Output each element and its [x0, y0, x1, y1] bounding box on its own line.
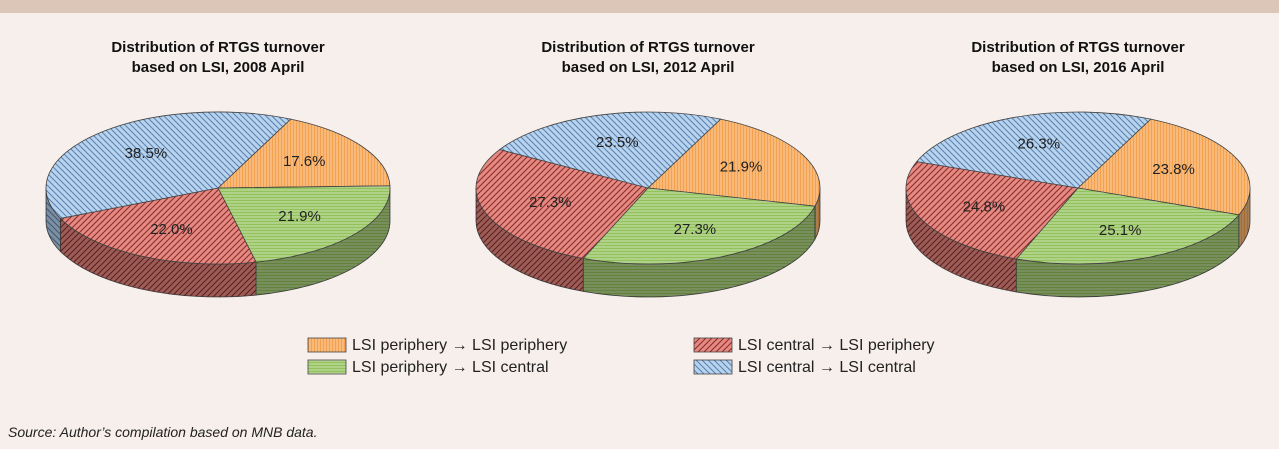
legend-swatch: [693, 337, 733, 353]
legend-label: LSI periphery → LSI periphery: [352, 337, 567, 354]
pie-slice: [915, 111, 1152, 189]
pie-slice: [647, 118, 821, 207]
data-label: 26.3%: [1018, 135, 1061, 152]
pie-side-shade: [1016, 214, 1239, 297]
data-label: 25.1%: [1099, 222, 1142, 239]
chart-title: Distribution of RTGS turnover based on L…: [111, 39, 325, 76]
pie-slice: [1077, 118, 1251, 216]
legend-swatch: [307, 337, 347, 353]
data-label: 22.0%: [150, 221, 193, 238]
pie-slice: [216, 118, 391, 189]
legend-label: LSI central → LSI central: [738, 359, 916, 376]
pie-side-shade: [1238, 188, 1250, 248]
chart-title: Distribution of RTGS turnover based on L…: [541, 39, 755, 76]
data-label: 23.8%: [1152, 161, 1195, 178]
chart-title: Distribution of RTGS turnover based on L…: [971, 39, 1185, 76]
pie-side-shade: [476, 188, 584, 292]
pie-slice: [217, 185, 391, 263]
pie-labels: 17.6% 21.9% 22.0% 38.5%: [125, 145, 326, 238]
pie-slice: [59, 187, 257, 265]
pie-side-shade: [815, 188, 820, 240]
pie-slice: [498, 111, 722, 189]
data-label: 24.8%: [963, 198, 1006, 215]
source-note: Source: Author’s compilation based on MN…: [8, 424, 318, 440]
data-label: 27.3%: [529, 194, 572, 211]
data-label: 17.6%: [283, 153, 326, 170]
pie-side-shade: [60, 218, 257, 298]
legend-swatch: [307, 359, 347, 375]
pie-tops: [475, 111, 821, 265]
pie-tops: [905, 111, 1251, 265]
pie-slice: [905, 161, 1079, 260]
data-label: 27.3%: [674, 221, 717, 238]
pie-slice: [582, 187, 816, 265]
pie-slice: [475, 149, 649, 259]
pie-tops: [45, 111, 391, 265]
data-label: 23.5%: [596, 134, 639, 151]
pie-labels: 21.9% 27.3% 27.3% 23.5%: [529, 134, 762, 238]
data-label: 21.9%: [278, 208, 321, 225]
header-band: [0, 0, 1279, 13]
pie-side-shade: [583, 206, 816, 297]
pie-labels: 23.8% 25.1% 24.8% 26.3%: [963, 135, 1195, 239]
data-label: 21.9%: [720, 159, 763, 176]
pie-side-shade: [906, 188, 1017, 292]
legend-label: LSI periphery → LSI central: [352, 359, 549, 376]
pie-slice: [1015, 187, 1240, 265]
pie-side-shade: [256, 188, 390, 296]
pie-slice: [45, 111, 292, 219]
legend-label: LSI central → LSI periphery: [738, 337, 935, 354]
legend-swatch: [693, 359, 733, 375]
data-label: 38.5%: [125, 145, 168, 162]
